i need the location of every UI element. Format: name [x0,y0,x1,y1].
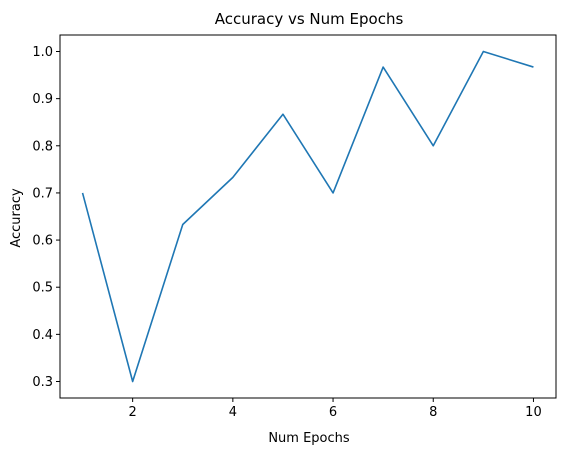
chart-title: Accuracy vs Num Epochs [215,10,404,28]
x-axis-label: Num Epochs [268,431,350,446]
y-tick-label: 0.6 [32,234,53,249]
x-axis-ticks: 2 4 6 8 10 [129,398,542,420]
x-tick-label: 2 [129,405,137,420]
y-tick-label: 1.0 [32,45,53,60]
plot-frame [59,34,557,399]
x-tick-label: 6 [329,405,337,420]
y-tick-label: 0.8 [32,139,53,154]
x-tick-label: 10 [525,405,542,420]
y-tick-label: 0.7 [32,186,53,201]
y-tick-label: 0.9 [32,92,53,107]
y-tick-label: 0.4 [32,328,53,343]
y-tick-label: 0.5 [32,281,53,296]
x-tick-label: 8 [429,405,437,420]
x-tick-label: 4 [229,405,237,420]
y-tick-label: 0.3 [32,375,53,390]
y-axis-ticks: 0.3 0.4 0.5 0.6 0.7 0.8 0.9 1.0 [32,45,60,390]
accuracy-line [81,50,534,383]
series-layer [81,50,534,383]
y-axis-label: Accuracy [9,188,24,248]
